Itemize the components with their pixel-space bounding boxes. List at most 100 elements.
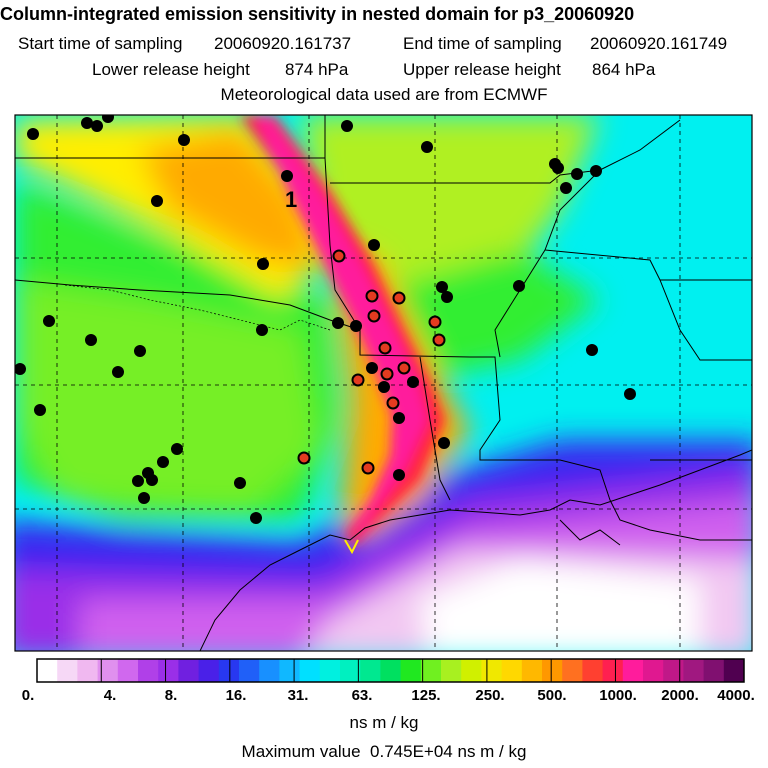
marker-black: [91, 120, 103, 132]
marker-black: [27, 128, 39, 140]
marker-black: [146, 474, 158, 486]
marker-black: [157, 456, 169, 468]
colorbar-cell: [138, 659, 159, 682]
colorbar-cell: [683, 659, 705, 682]
colorbar-cell: [602, 659, 624, 682]
colorbar-tick: 31.: [287, 687, 309, 704]
lower-height-value: 874 hPa: [285, 60, 349, 79]
marker-black: [15, 363, 26, 375]
coastline: [199, 449, 752, 651]
end-time-label: End time of sampling: [403, 34, 562, 53]
marker-red: [297, 451, 311, 465]
colorbar-tick: 2000.: [661, 687, 699, 704]
colorbar-tick: 16.: [225, 687, 247, 704]
marker-black: [393, 469, 405, 481]
marker-red: [367, 309, 381, 323]
colorbar-cell: [158, 659, 179, 682]
colorbar-cell: [178, 659, 200, 682]
colorbar-cell: [622, 659, 644, 682]
marker-black: [368, 239, 380, 251]
colorbar-cell: [441, 659, 462, 682]
colorbar-cell: [37, 659, 58, 682]
marker-red: [432, 333, 446, 347]
black-markers: [15, 115, 636, 524]
marker-black: [571, 168, 583, 180]
colorbar-tick: 125.: [411, 687, 441, 704]
colorbar-cell: [380, 659, 402, 682]
max-value: 0.745E+04: [370, 742, 453, 761]
marker-black: [586, 344, 598, 356]
colorbar-cell: [57, 659, 78, 682]
colorbar-cell: [481, 659, 503, 682]
colorbar-cell: [319, 659, 341, 682]
lat-lon-grid: [15, 115, 752, 651]
colorbar-frame: [36, 658, 745, 683]
marker-red: [397, 361, 411, 375]
colorbar-cell: [299, 659, 321, 682]
colorbar-cell: [703, 659, 725, 682]
field-white-south: [420, 560, 700, 651]
map-frame: [14, 114, 753, 652]
marker-black: [366, 362, 378, 374]
colorbar-cell: [117, 659, 139, 682]
marker-black: [178, 134, 190, 146]
colorbar-cell: [360, 659, 381, 682]
colorbar-tick: 63.: [351, 687, 373, 704]
colorbar-cell: [501, 659, 523, 682]
colorbar-cell: [77, 659, 99, 682]
marker-black: [43, 315, 55, 327]
marker-black: [112, 366, 124, 378]
colorbar-cell: [663, 659, 684, 682]
plume-red: [240, 115, 445, 545]
marker-black: [438, 437, 450, 449]
marker-black: [256, 324, 268, 336]
marker-black: [341, 120, 353, 132]
marker-black: [624, 388, 636, 400]
marker-red: [392, 291, 406, 305]
marker-black: [560, 182, 572, 194]
field-orange-northwest: [140, 130, 320, 270]
maximum-value-line: Maximum value 0.745E+04 ns m / kg: [0, 742, 768, 762]
colorbar-tick: 4000.: [717, 687, 755, 704]
marker-black: [407, 376, 419, 388]
colorbar-cell: [521, 659, 543, 682]
colorbar-tick: 1000.: [599, 687, 637, 704]
start-time-label: Start time of sampling: [18, 34, 183, 53]
state-boundaries: [15, 115, 752, 541]
colorbar-cells: [37, 659, 745, 682]
marker-red: [380, 367, 394, 381]
river-line: [64, 284, 331, 331]
max-value-label: Maximum value: [241, 742, 361, 761]
colorbar-tick: 4.: [103, 687, 117, 704]
marker-red: [386, 396, 400, 410]
colorbar-cell: [340, 659, 361, 682]
marker-black: [590, 165, 602, 177]
met-data-line: Meteorological data used are from ECMWF: [220, 85, 548, 104]
red-markers: [297, 249, 446, 475]
marker-black: [281, 170, 293, 182]
colorbar-cell: [562, 659, 583, 682]
marker-black: [171, 443, 183, 455]
lower-height-label: Lower release height: [92, 60, 250, 79]
marker-black: [85, 334, 97, 346]
upper-height-label: Upper release height: [403, 60, 561, 79]
colorbar-tick: 8.: [164, 687, 178, 704]
marker-black: [513, 280, 525, 292]
colorbar-cell: [218, 659, 240, 682]
release-point: [344, 539, 359, 555]
marker-black: [393, 412, 405, 424]
colorbar-cell: [723, 659, 745, 682]
colorbar-cell: [400, 659, 422, 682]
colorbar-cell: [239, 659, 260, 682]
marker-black: [421, 141, 433, 153]
colorbar-tick: 250.: [475, 687, 505, 704]
colorbar-cell: [643, 659, 664, 682]
colorbar-tick: 500.: [537, 687, 567, 704]
plot-title: Column-integrated emission sensitivity i…: [0, 4, 635, 24]
marker-black: [552, 162, 564, 174]
marker-red: [332, 249, 346, 263]
upper-height-value: 864 hPa: [592, 60, 656, 79]
marker-red: [351, 373, 365, 387]
colorbar-cell: [279, 659, 301, 682]
